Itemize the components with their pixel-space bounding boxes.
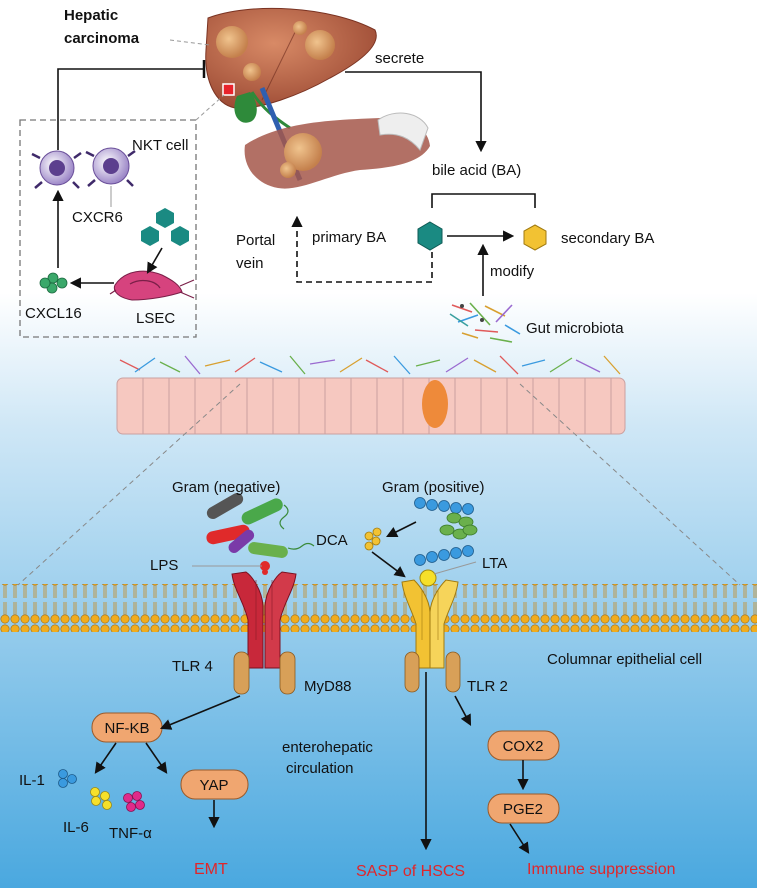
secrete-label: secrete [375, 50, 424, 67]
hepatic-carcinoma-label: carcinoma [64, 30, 140, 47]
myd88-adaptor-icon [233, 651, 250, 695]
cxcr6-hexagon-icon [141, 208, 189, 246]
yap-box [180, 769, 249, 800]
cxcr6-label: CXCR6 [72, 209, 123, 226]
primary-ba-label: primary BA [312, 229, 386, 246]
gram-positive-to-dca-arrow [385, 521, 417, 538]
lps-label: LPS [150, 557, 178, 574]
nfkb-to-yap-arrow [145, 742, 168, 774]
il6-cytokine-icon [90, 787, 112, 810]
pge2-to-immune-arrow [509, 823, 530, 854]
gram-positive-label: Gram (positive) [382, 479, 485, 496]
duodenum [377, 112, 429, 151]
gallbladder [234, 92, 257, 123]
enterohepatic-circulation-label: circulation [286, 760, 354, 777]
nfkb-label: NF-KB [105, 720, 150, 737]
myd88-label: MyD88 [304, 678, 352, 695]
tlr4-to-nfkb-arrow [159, 695, 241, 730]
il1-cytokine-icon [58, 769, 77, 788]
cox2-label: COX2 [503, 738, 544, 755]
gram-negative-label: Gram (negative) [172, 479, 280, 496]
tnfa-label: TNF-α [109, 825, 152, 842]
liver-tumor [305, 30, 335, 60]
liver-tumor [293, 21, 307, 35]
cxcl16-cluster-icon [39, 272, 68, 294]
lta-ligand-icon [419, 569, 437, 587]
liver-tumor [243, 63, 261, 81]
liver-tumor [216, 26, 248, 58]
gut-microbiota-label: Gut microbiota [526, 320, 624, 337]
il6-label: IL-6 [63, 819, 89, 836]
goblet-cell [422, 380, 448, 428]
pge2-label: PGE2 [503, 801, 543, 818]
myd88-adaptor-icon [445, 651, 461, 693]
tnfa-cytokine-icon [123, 791, 145, 812]
sasp-outcome-label: SASP of HSCS [356, 863, 465, 880]
gram-positive-bacteria-icon [414, 497, 474, 566]
bile-acid-label: bile acid (BA) [432, 162, 521, 179]
dca-molecule-icon [364, 527, 382, 551]
tlr2-receptor-icon [401, 579, 459, 669]
hepatic-carcinoma-label: Hepatic [64, 7, 118, 24]
nkt-cell-label: NKT cell [132, 137, 188, 154]
enterohepatic-circulation-label: enterohepatic [282, 739, 373, 756]
gut-microbiota-icon [449, 302, 521, 343]
emt-outcome-label: EMT [194, 861, 228, 878]
secondary-ba-label: secondary BA [561, 230, 654, 247]
gram-positive-green-bacteria-icon [439, 512, 478, 540]
intestinal-epithelium [116, 355, 626, 435]
liver-illustration [205, 7, 430, 189]
myd88-adaptor-icon [279, 651, 296, 695]
gram-negative-bacteria-icon [206, 493, 315, 575]
immune-panel-border [19, 119, 197, 338]
pancreas-tumor [284, 133, 322, 171]
secondary-ba-hexagon-icon [523, 224, 547, 251]
tlr4-receptor-icon [231, 571, 297, 669]
il1-label: IL-1 [19, 772, 45, 789]
cxcr6-to-lsec-arrow [146, 247, 163, 274]
lta-label: LTA [482, 555, 507, 572]
immune-suppression-outcome-label: Immune suppression [527, 861, 676, 878]
dca-label: DCA [316, 532, 348, 549]
tlr2-label: TLR 2 [467, 678, 508, 695]
tumor-marker-icon [222, 83, 235, 96]
nkt-cell-icon [85, 147, 136, 187]
tlr4-label: TLR 4 [172, 658, 213, 675]
tlr2-to-cox2-arrow [454, 695, 472, 726]
yap-label: YAP [200, 777, 229, 794]
pge2-box [487, 793, 560, 824]
portal-vein-label: vein [236, 255, 264, 272]
secrete-arrow [345, 71, 487, 153]
cxcl16-label: CXCL16 [25, 305, 82, 322]
bile-acid-bracket [431, 193, 536, 208]
modify-label: modify [490, 263, 535, 280]
portal-vein-label: Portal [236, 232, 275, 249]
nfkb-to-cytokines-arrow [94, 742, 117, 774]
dca-to-tlr2-arrow [371, 551, 406, 578]
columnar-epithelial-cell-label: Columnar epithelial cell [547, 651, 702, 668]
primary-ba-hexagon-icon [417, 221, 443, 251]
lsec-cell-icon [109, 270, 195, 301]
portal-return-dashed [291, 215, 433, 283]
inhibition-line [57, 68, 204, 150]
myd88-adaptor-icon [404, 651, 420, 693]
lsec-label: LSEC [136, 310, 175, 327]
bile-duct [250, 91, 291, 130]
pancreas-tumor [280, 162, 296, 178]
cell-membrane [0, 584, 757, 632]
nkt-cell-icon [31, 150, 82, 189]
